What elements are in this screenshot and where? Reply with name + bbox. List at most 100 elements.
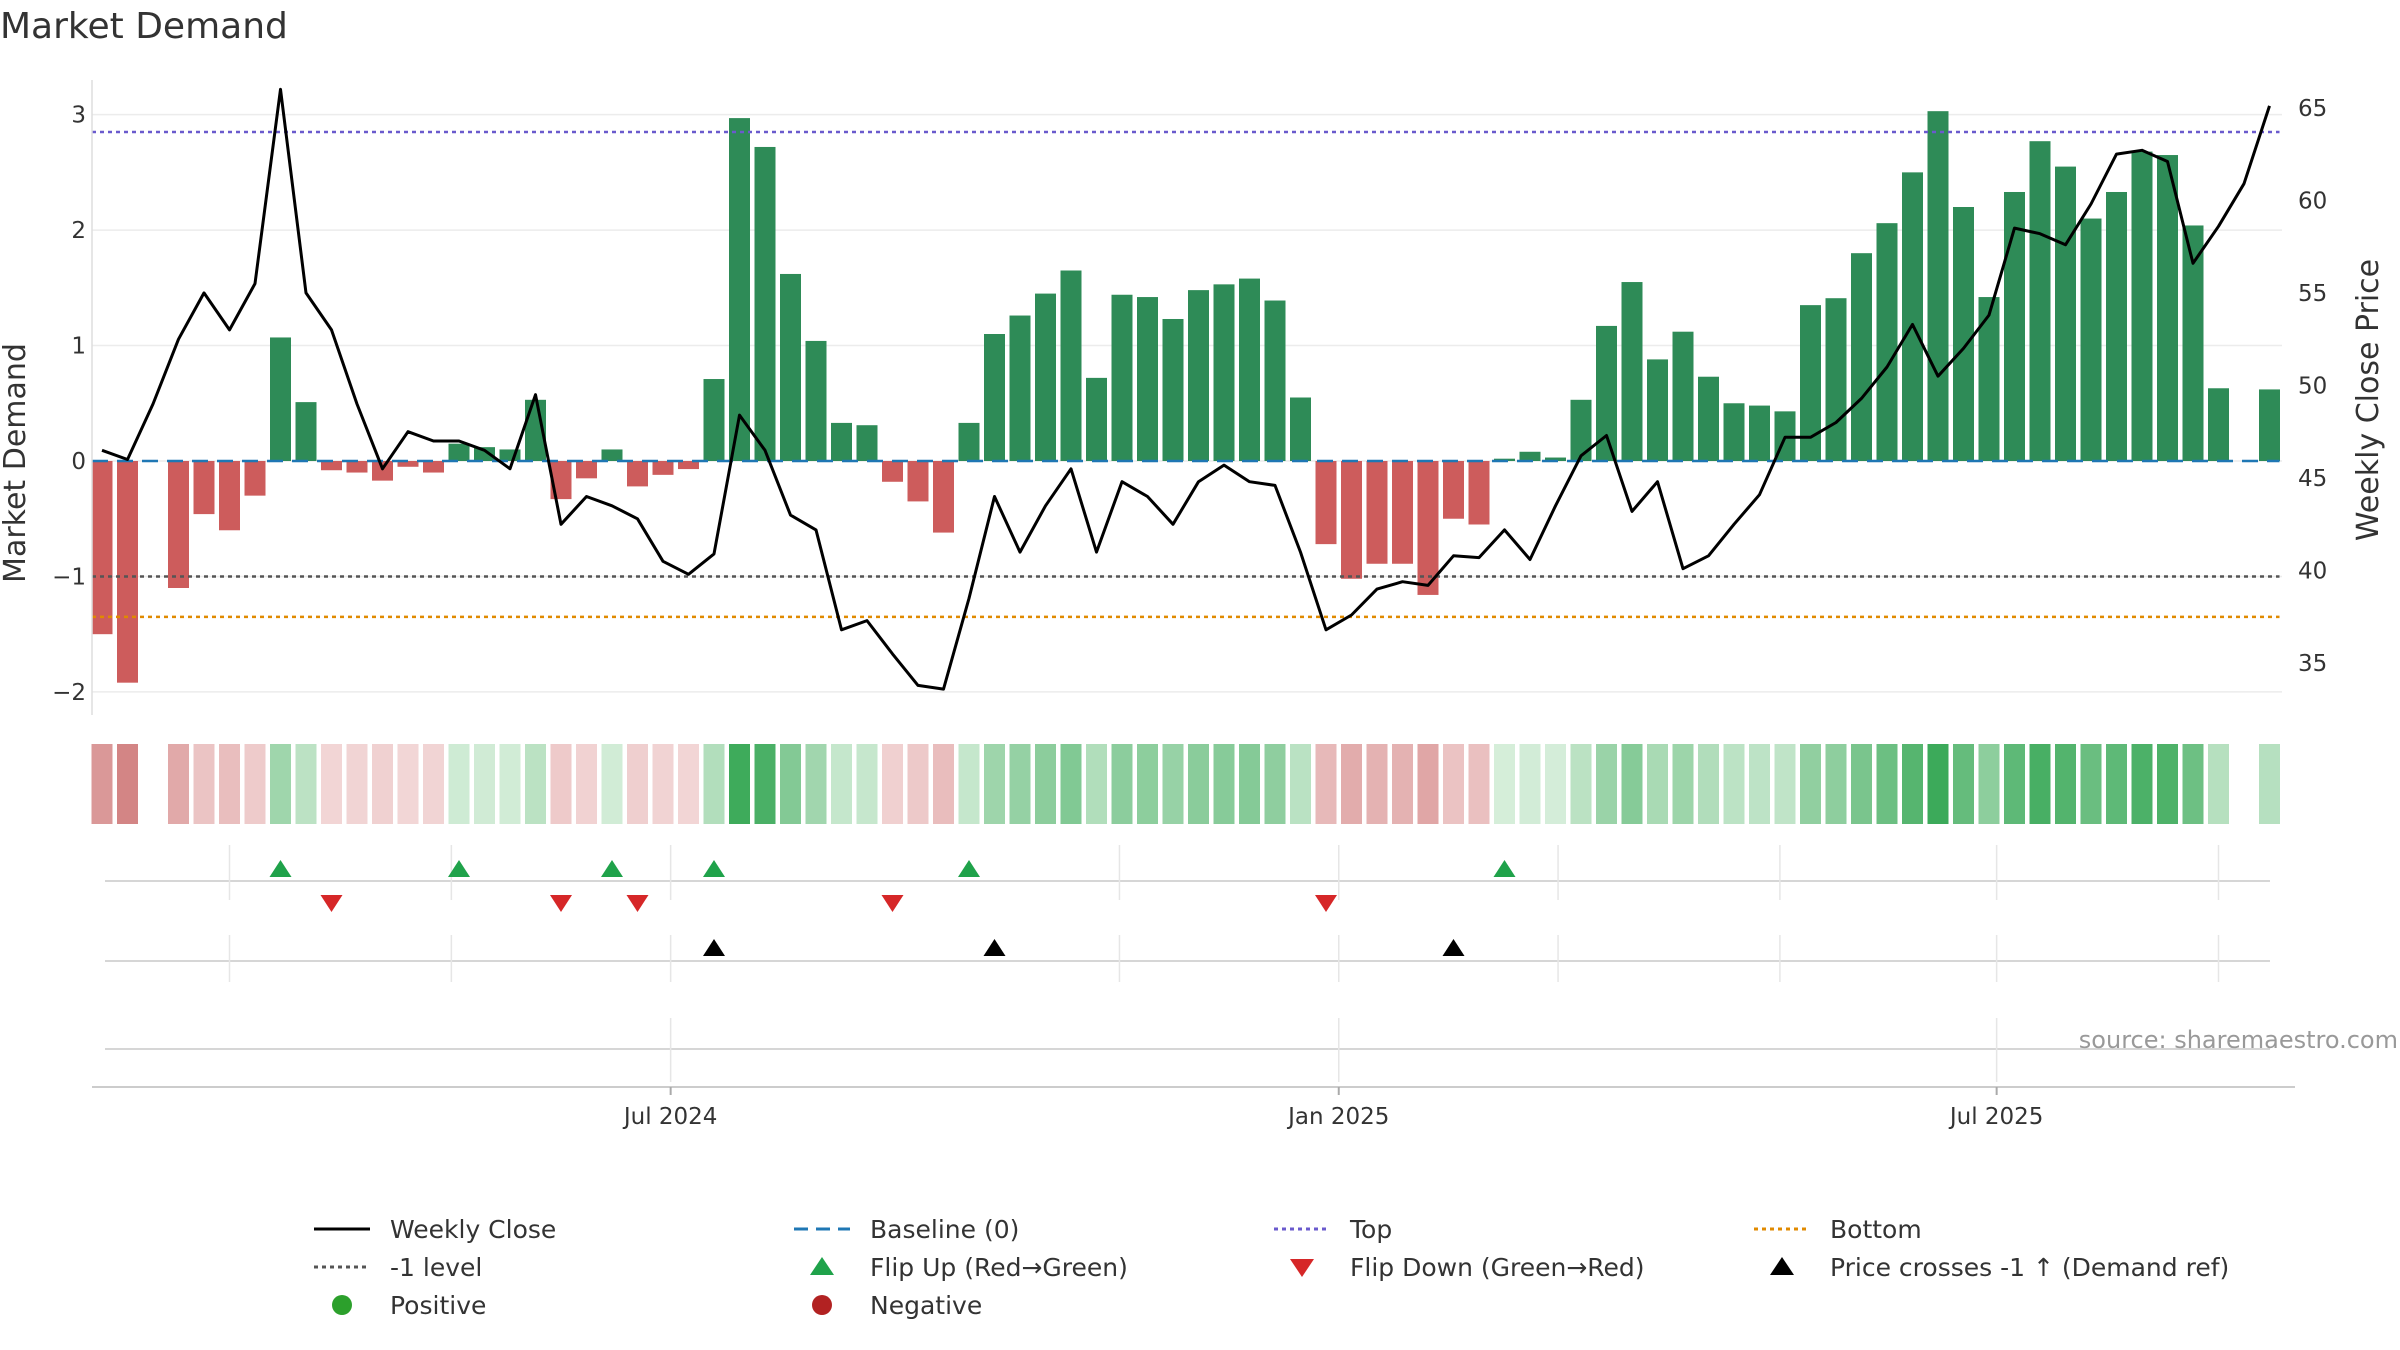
demand-bar bbox=[2182, 225, 2204, 461]
flip-up-marker bbox=[269, 860, 292, 877]
flip-up-marker bbox=[703, 860, 725, 877]
demand-bar bbox=[652, 461, 674, 475]
demand-bar bbox=[2208, 388, 2229, 461]
flip-down-marker bbox=[881, 895, 904, 912]
heat-cell bbox=[2029, 744, 2051, 824]
demand-bar bbox=[270, 337, 291, 461]
demand-bar bbox=[729, 118, 750, 461]
market-demand-chart: 3 2 1 0 −1 −2 65 60 55 50 45 40 35 Jul 2024 Jan 2025 Ju… bbox=[0, 80, 2398, 1130]
legend-minus1: -1 level bbox=[310, 1248, 482, 1286]
demand-bar bbox=[627, 461, 648, 487]
demand-bar bbox=[1239, 278, 1260, 461]
triangle-up-black-icon bbox=[1770, 1257, 1794, 1275]
heat-cell bbox=[168, 744, 189, 824]
heat-cell bbox=[1800, 744, 1821, 824]
baseline-line-icon bbox=[794, 1227, 850, 1231]
y-tick-left-label: 2 bbox=[71, 218, 86, 244]
demand-bar bbox=[397, 461, 419, 467]
weekly-close-line bbox=[101, 87, 2271, 691]
legend-flip-down: Flip Down (Green→Red) bbox=[1270, 1248, 1645, 1286]
demand-bar bbox=[1902, 172, 1923, 461]
y-tick-right-label: 55 bbox=[2298, 281, 2327, 307]
heat-cell bbox=[1596, 744, 1617, 824]
demand-bar bbox=[1672, 331, 1694, 461]
heat-cell bbox=[423, 744, 444, 824]
demand-bar bbox=[448, 443, 470, 461]
heat-cell bbox=[984, 744, 1005, 824]
demand-bar bbox=[1698, 376, 1719, 461]
y-tick-left-label: −1 bbox=[52, 564, 86, 590]
price-cross-marker bbox=[1442, 939, 1465, 956]
demand-bar bbox=[1545, 457, 1566, 461]
heat-cell bbox=[1953, 744, 1974, 824]
heat-cell bbox=[1060, 744, 1082, 824]
heat-cell bbox=[1137, 744, 1158, 824]
demand-bar bbox=[1723, 403, 1745, 461]
demand-bar bbox=[193, 461, 215, 515]
x-tick-label: Jul 2025 bbox=[1948, 1104, 2044, 1130]
demand-bar bbox=[1366, 461, 1388, 564]
legend-baseline-label: Baseline (0) bbox=[870, 1214, 1020, 1244]
demand-bar bbox=[1927, 111, 1949, 461]
demand-bar bbox=[856, 425, 878, 461]
demand-bar bbox=[2029, 141, 2051, 461]
demand-bar bbox=[1851, 253, 1872, 461]
demand-bar bbox=[372, 461, 393, 481]
legend-minus1-label: -1 level bbox=[390, 1252, 483, 1282]
heat-cell bbox=[2055, 744, 2076, 824]
heat-cell bbox=[1876, 744, 1898, 824]
heat-cell bbox=[1290, 744, 1311, 824]
demand-bar bbox=[423, 461, 444, 473]
heat-cell bbox=[1162, 744, 1184, 824]
heat-cell bbox=[295, 744, 317, 824]
page-title: Market Demand bbox=[0, 6, 288, 47]
heat-cell bbox=[2106, 744, 2127, 824]
heat-cell bbox=[754, 744, 776, 824]
heat-cell bbox=[703, 744, 725, 824]
demand-bar bbox=[831, 422, 852, 461]
legend-negative: Negative bbox=[790, 1286, 982, 1324]
x-tick-label: Jan 2025 bbox=[1286, 1104, 1389, 1130]
y-axis-left-label: Market Demand bbox=[0, 343, 33, 583]
heat-cell bbox=[193, 744, 215, 824]
heat-cell bbox=[1672, 744, 1694, 824]
heat-cell bbox=[958, 744, 980, 824]
demand-bar bbox=[91, 461, 113, 635]
legend-bottom: Bottom bbox=[1750, 1210, 1922, 1248]
flip-down-marker bbox=[550, 895, 572, 912]
demand-bar bbox=[1468, 461, 1490, 525]
y-tick-left-label: −2 bbox=[52, 680, 86, 706]
heat-cell bbox=[219, 744, 240, 824]
demand-bar bbox=[1800, 305, 1821, 461]
heat-cell bbox=[1749, 744, 1770, 824]
weekly-close-line-icon bbox=[314, 1227, 370, 1231]
heat-cell bbox=[1341, 744, 1362, 824]
heat-cell bbox=[2131, 744, 2153, 824]
heat-cell bbox=[601, 744, 623, 824]
demand-bar bbox=[1315, 461, 1337, 545]
y-tick-right-label: 45 bbox=[2298, 466, 2327, 492]
demand-bar bbox=[805, 340, 827, 461]
demand-bar bbox=[703, 379, 725, 461]
demand-bar bbox=[1392, 461, 1413, 564]
demand-bar bbox=[1621, 282, 1643, 461]
demand-bar bbox=[780, 273, 801, 461]
price-cross-marker bbox=[983, 939, 1006, 956]
demand-bar bbox=[958, 422, 980, 461]
demand-bar bbox=[1009, 315, 1031, 461]
heat-cell bbox=[652, 744, 674, 824]
demand-bar bbox=[1035, 293, 1056, 461]
heat-cell bbox=[678, 744, 699, 824]
heat-cell bbox=[1902, 744, 1923, 824]
demand-bar bbox=[1162, 318, 1184, 461]
demand-bar bbox=[1825, 298, 1847, 461]
heat-cell bbox=[805, 744, 827, 824]
heat-cell bbox=[321, 744, 342, 824]
signal-panels bbox=[105, 845, 2270, 1082]
demand-bar bbox=[1264, 300, 1286, 461]
demand-bar bbox=[678, 461, 699, 470]
heat-cell bbox=[2004, 744, 2025, 824]
demand-bar bbox=[1341, 461, 1362, 579]
heat-cell bbox=[831, 744, 852, 824]
demand-bar bbox=[499, 449, 521, 461]
